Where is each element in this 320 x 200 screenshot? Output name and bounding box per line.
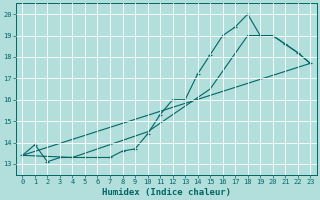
- X-axis label: Humidex (Indice chaleur): Humidex (Indice chaleur): [102, 188, 231, 197]
